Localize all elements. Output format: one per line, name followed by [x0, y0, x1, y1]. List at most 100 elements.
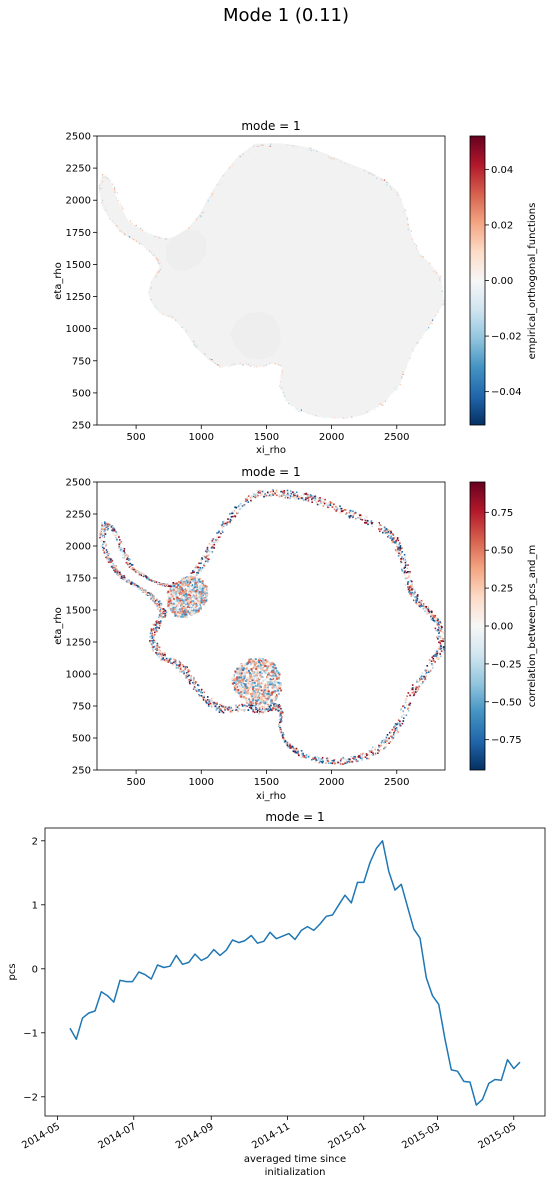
- coastal-cell: [212, 544, 214, 546]
- coastal-cell: [390, 535, 392, 538]
- coastal-cell: [122, 557, 125, 559]
- colorbar-tick-label: −0.04: [491, 387, 522, 398]
- coastal-cell: [391, 538, 394, 541]
- coastal-cell: [164, 656, 166, 658]
- shelf-cell: [175, 598, 178, 601]
- shelf-cell: [170, 587, 173, 590]
- coastal-cell: [411, 691, 414, 694]
- pcs-title: mode = 1: [265, 810, 324, 824]
- coastal-cell: [242, 364, 244, 366]
- coastal-cell: [420, 254, 423, 256]
- shelf-cell: [260, 669, 263, 672]
- coastal-cell: [409, 357, 411, 359]
- coastal-cell: [164, 660, 166, 662]
- coastal-cell: [167, 661, 170, 663]
- coastal-cell: [193, 344, 195, 346]
- coastal-cell: [408, 589, 411, 592]
- coastal-cell: [131, 582, 134, 584]
- coastal-cell: [218, 711, 221, 713]
- coastal-cell: [441, 303, 443, 305]
- coastal-cell: [125, 562, 128, 564]
- coastal-cell: [128, 564, 130, 567]
- eof-colorbar: 0.040.020.00−0.02−0.04: [469, 135, 522, 426]
- shelf-cell: [239, 692, 242, 695]
- shelf-cell: [269, 662, 272, 665]
- shelf-cell: [277, 689, 280, 692]
- coastal-cell: [156, 259, 158, 261]
- coastal-cell: [410, 595, 413, 597]
- shelf-cell: [172, 609, 175, 612]
- coastal-cell: [413, 599, 415, 602]
- shelf-cell: [177, 590, 180, 593]
- coastal-cell: [164, 237, 166, 239]
- shelf-cell: [275, 686, 278, 688]
- coastal-cell: [379, 749, 382, 751]
- coastal-cell: [351, 515, 354, 518]
- coastal-cell: [411, 580, 413, 583]
- coastal-cell: [252, 704, 254, 707]
- coastal-cell: [259, 494, 262, 497]
- coastal-cell: [391, 738, 394, 740]
- coastal-cell: [224, 522, 227, 525]
- coastal-cell: [252, 364, 254, 366]
- shelf-cell: [277, 672, 280, 675]
- coastal-cell: [204, 353, 206, 355]
- shelf-cell: [242, 686, 245, 688]
- coastal-cell: [155, 652, 157, 654]
- shelf-cell: [176, 604, 179, 607]
- coastal-cell: [165, 238, 168, 240]
- coastal-cell: [196, 571, 198, 574]
- coastal-cell: [254, 494, 256, 497]
- coastal-cell: [380, 741, 383, 744]
- coastal-cell: [376, 525, 378, 527]
- coastal-cell: [253, 366, 255, 368]
- shelf-cell: [259, 659, 262, 662]
- coastal-cell: [193, 683, 195, 685]
- coastal-cell: [102, 535, 105, 538]
- coastal-cell: [161, 658, 164, 661]
- coastal-cell: [171, 662, 174, 665]
- coastal-cell: [411, 589, 414, 592]
- coastal-cell: [332, 417, 334, 420]
- coastal-cell: [339, 507, 342, 510]
- coastal-cell: [370, 748, 373, 750]
- coastal-cell: [278, 705, 280, 707]
- coastal-cell: [408, 704, 411, 706]
- coastal-cell: [378, 522, 380, 524]
- shelf-cell: [189, 598, 192, 601]
- coastal-cell: [223, 174, 225, 176]
- coastal-cell: [368, 411, 370, 413]
- coastal-cell: [349, 760, 352, 763]
- shelf-cell: [176, 582, 178, 585]
- coastal-cell: [119, 549, 122, 551]
- shelf-cell: [177, 594, 179, 596]
- coastal-cell: [116, 569, 118, 572]
- coastal-cell: [209, 703, 211, 706]
- coastal-cell: [155, 646, 158, 648]
- shelf-cell: [180, 581, 183, 584]
- shelf-cell: [271, 661, 273, 663]
- coastal-cell: [401, 547, 403, 549]
- shelf-cell: [266, 662, 269, 665]
- coastal-cell: [210, 552, 213, 554]
- shelf-cell: [261, 693, 264, 696]
- shelf-cell: [186, 597, 189, 600]
- coastal-cell: [421, 256, 424, 258]
- coastal-cell: [407, 581, 410, 583]
- shelf-cell: [194, 593, 196, 596]
- y-tick-label: 500: [72, 734, 91, 745]
- coastal-cell: [436, 657, 438, 659]
- coastal-cell: [158, 622, 161, 624]
- coastal-cell: [331, 759, 333, 762]
- shelf-cell: [272, 674, 275, 677]
- coastal-cell: [363, 169, 365, 171]
- coastal-cell: [212, 540, 214, 543]
- shelf-cell: [243, 673, 246, 676]
- coastal-cell: [294, 498, 297, 501]
- coastal-cell: [222, 366, 224, 368]
- coastal-cell: [440, 655, 442, 658]
- coastal-cell: [388, 530, 391, 532]
- coastal-cell: [239, 504, 241, 506]
- shelf-cell: [267, 690, 270, 693]
- shelf-cell: [244, 684, 247, 687]
